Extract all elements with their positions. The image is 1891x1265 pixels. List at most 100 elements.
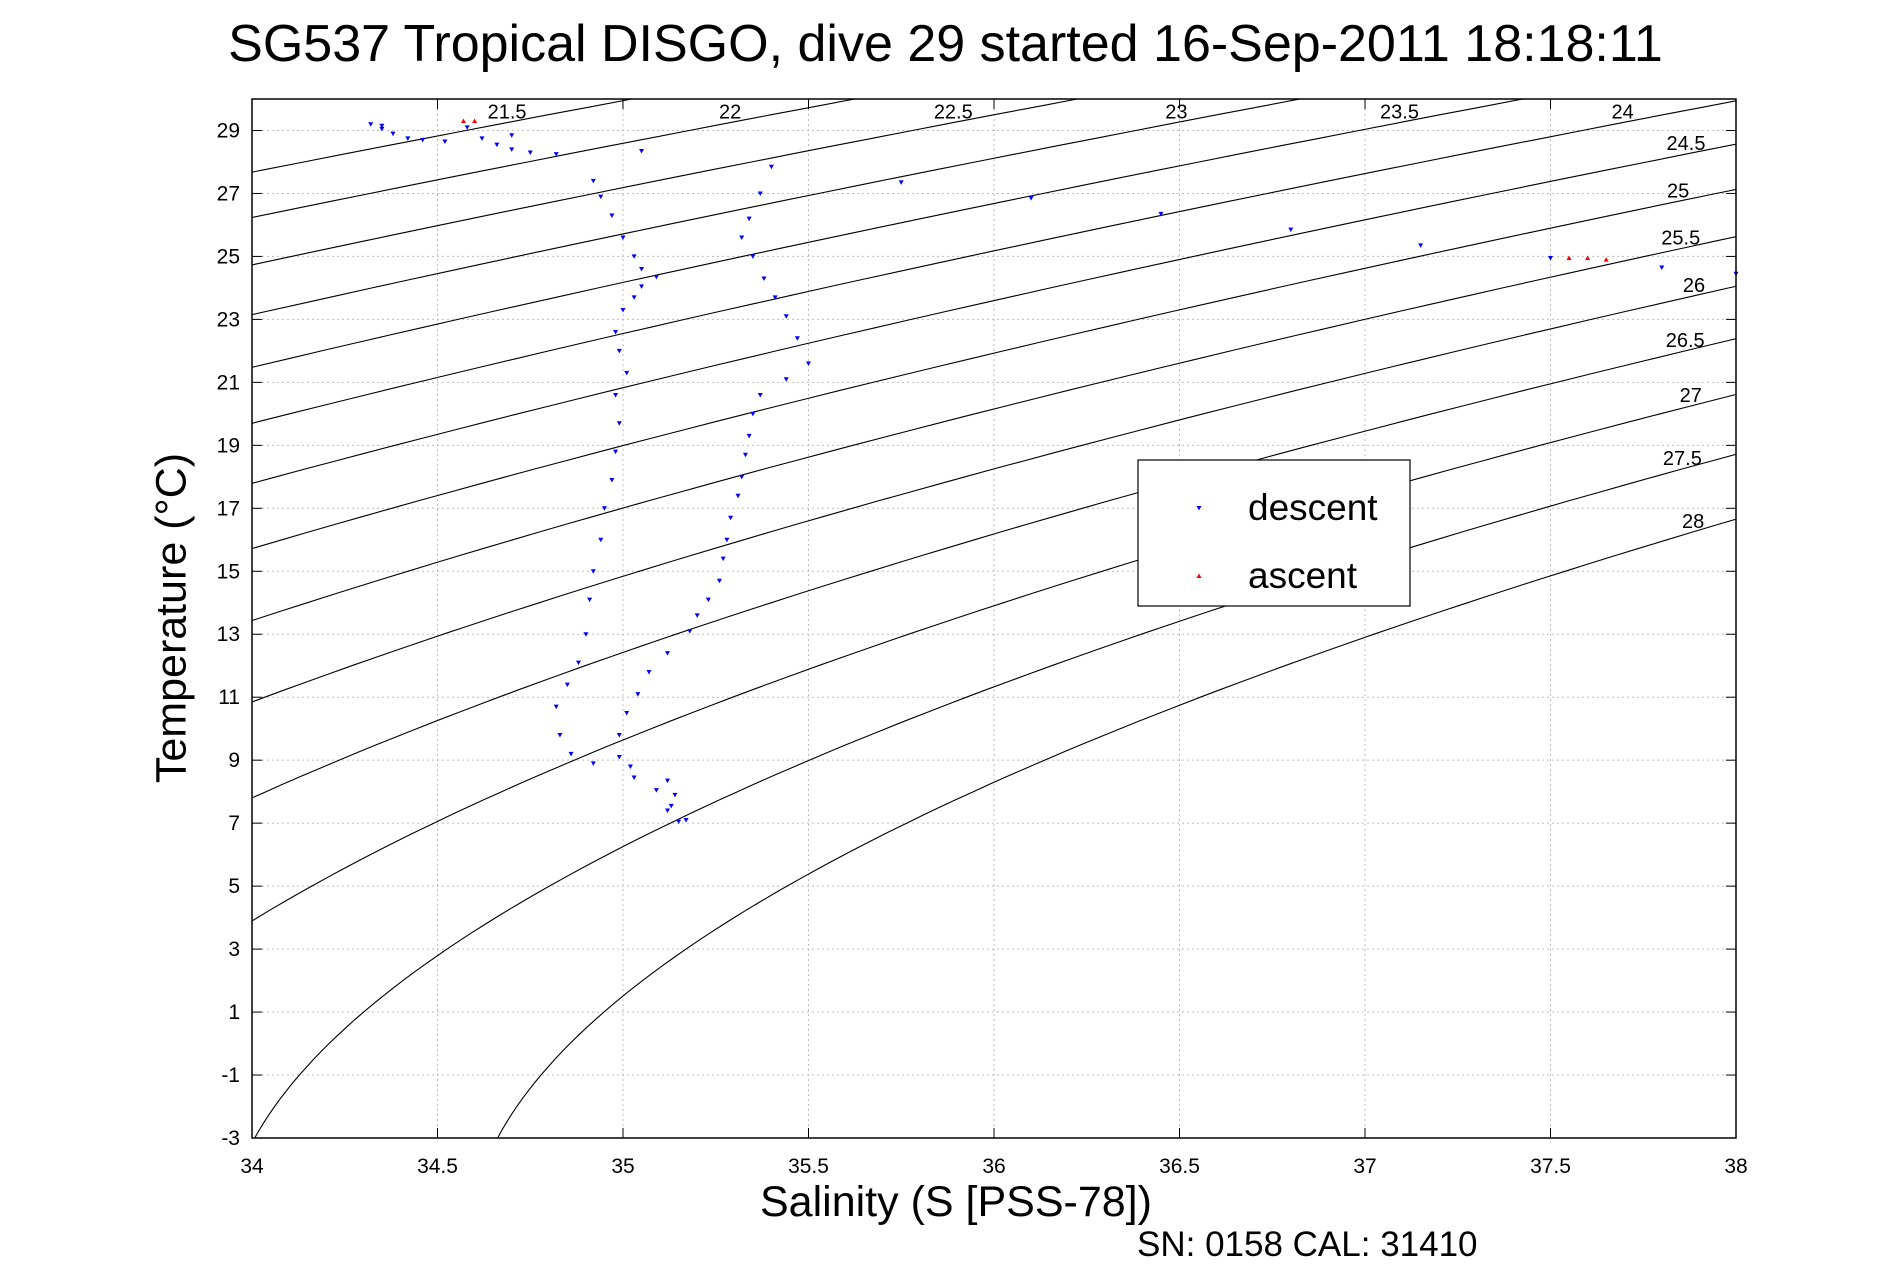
axis-ticks: 34 34.5 35 35.5 36 36.5 37 37.5 38-3-11357911131…: [217, 99, 1748, 1178]
descent-point: [564, 682, 570, 688]
descent-point: [735, 493, 741, 499]
descent-point: [694, 613, 700, 618]
descent-point: [1158, 211, 1164, 217]
descent-point: [898, 180, 904, 185]
descent-point: [568, 751, 574, 757]
contour-label: 26: [1683, 275, 1705, 297]
descent-point: [598, 537, 604, 543]
contour-label: 27.5: [1663, 448, 1702, 470]
serial-cal-footer: SN: 0158 CAL: 31410: [1137, 1225, 1478, 1264]
descent-point: [757, 392, 763, 398]
y-tick-label: -1: [221, 1064, 240, 1087]
ascent-point: [1585, 255, 1591, 260]
descent-point: [598, 194, 604, 200]
x-tick-label: 34.5: [417, 1155, 458, 1178]
descent-point: [464, 125, 470, 130]
y-tick-label: 3: [228, 938, 240, 961]
isopycnal-line: [252, 285, 1736, 703]
chart-title: SG537 Tropical DISGO, dive 29 started 16…: [228, 15, 1663, 73]
descent-point: [665, 651, 671, 656]
descent-point: [1288, 227, 1294, 233]
descent-point: [750, 411, 756, 417]
descent-point: [676, 819, 682, 825]
x-tick-label: 37.5: [1530, 1155, 1571, 1178]
y-tick-label: 15: [217, 560, 240, 583]
isopycnal-line: [252, 99, 1303, 316]
descent-point: [379, 126, 385, 132]
contour-lines: 21.5 22 22.5 23 23.5 24 24.5 25 25.5 26 26.5 27 27.5…: [252, 99, 1736, 1138]
descent-point: [616, 421, 622, 426]
descent-point: [724, 537, 730, 543]
x-tick-label: 37: [1353, 1155, 1376, 1178]
contour-label: 23.5: [1380, 102, 1419, 124]
descent-point: [631, 254, 637, 259]
descent-point: [772, 295, 778, 300]
contour-label: 28: [1682, 511, 1704, 533]
descent-point: [609, 477, 615, 483]
isopycnal-line: [252, 236, 1736, 622]
y-tick-label: 19: [217, 434, 240, 457]
contour-label: 21.5: [488, 102, 527, 124]
contour-label: 23: [1165, 102, 1187, 124]
descent-point: [442, 139, 448, 145]
descent-point: [624, 370, 630, 376]
descent-point: [553, 704, 559, 710]
isopycnal-line: [252, 338, 1736, 799]
isopycnal-line: [252, 99, 1081, 266]
descent-point: [620, 307, 626, 313]
legend-marker-ascent: [1196, 573, 1202, 578]
x-tick-label: 38: [1724, 1155, 1747, 1178]
contour-label: 26.5: [1666, 330, 1705, 352]
descent-point: [631, 775, 637, 780]
descent-point: [639, 284, 645, 289]
descent-point: [720, 556, 726, 562]
descent-point: [794, 336, 800, 341]
y-tick-label: 5: [228, 875, 240, 898]
contour-label: 22.5: [934, 102, 973, 124]
descent-point: [590, 178, 596, 184]
contour-label: 24: [1611, 102, 1633, 124]
contour-label: 25: [1667, 180, 1689, 202]
descent-point: [1418, 243, 1424, 248]
descent-point: [653, 274, 659, 280]
descent-point: [687, 629, 693, 634]
data-series: [368, 118, 1739, 825]
descent-point: [613, 392, 619, 398]
descent-point: [783, 377, 789, 382]
y-tick-label: 23: [217, 308, 240, 331]
contour-label: 27: [1680, 385, 1702, 407]
isopycnal-line: [252, 188, 1736, 550]
descent-point: [557, 732, 563, 738]
y-tick-label: 9: [228, 749, 240, 772]
contour-label: 22: [719, 102, 741, 124]
isopycnal-line: [496, 518, 1736, 1138]
contour-label: 25.5: [1661, 228, 1700, 250]
legend-label-descent: descent: [1248, 487, 1378, 528]
descent-point: [683, 818, 689, 823]
x-tick-label: 34: [240, 1155, 264, 1178]
descent-point: [728, 515, 734, 521]
descent-point: [390, 131, 396, 137]
descent-point: [646, 670, 652, 675]
y-tick-label: 21: [217, 371, 240, 394]
descent-point: [587, 597, 593, 603]
descent-point: [739, 474, 745, 480]
descent-point: [590, 761, 596, 766]
descent-point: [616, 348, 622, 354]
ascent-point: [472, 118, 478, 124]
descent-point: [627, 764, 633, 769]
y-tick-label: 11: [218, 686, 240, 709]
ascent-point: [460, 118, 466, 124]
density-contours: 21.5 22 22.5 23 23.5 24 24.5 25 25.5 26 26.5 27 27.5…: [252, 99, 1736, 1138]
descent-point: [479, 136, 485, 141]
descent-point: [672, 792, 678, 798]
contour-label: 24.5: [1667, 133, 1706, 155]
descent-point: [494, 142, 500, 148]
isopycnal-line: [252, 100, 1736, 424]
descent-point: [746, 433, 752, 439]
y-axis-label: Temperature (°C): [147, 452, 196, 784]
legend-label-ascent: ascent: [1248, 555, 1358, 596]
y-tick-label: 25: [217, 245, 240, 268]
x-axis-label: Salinity (S [PSS-78]): [760, 1178, 1152, 1226]
